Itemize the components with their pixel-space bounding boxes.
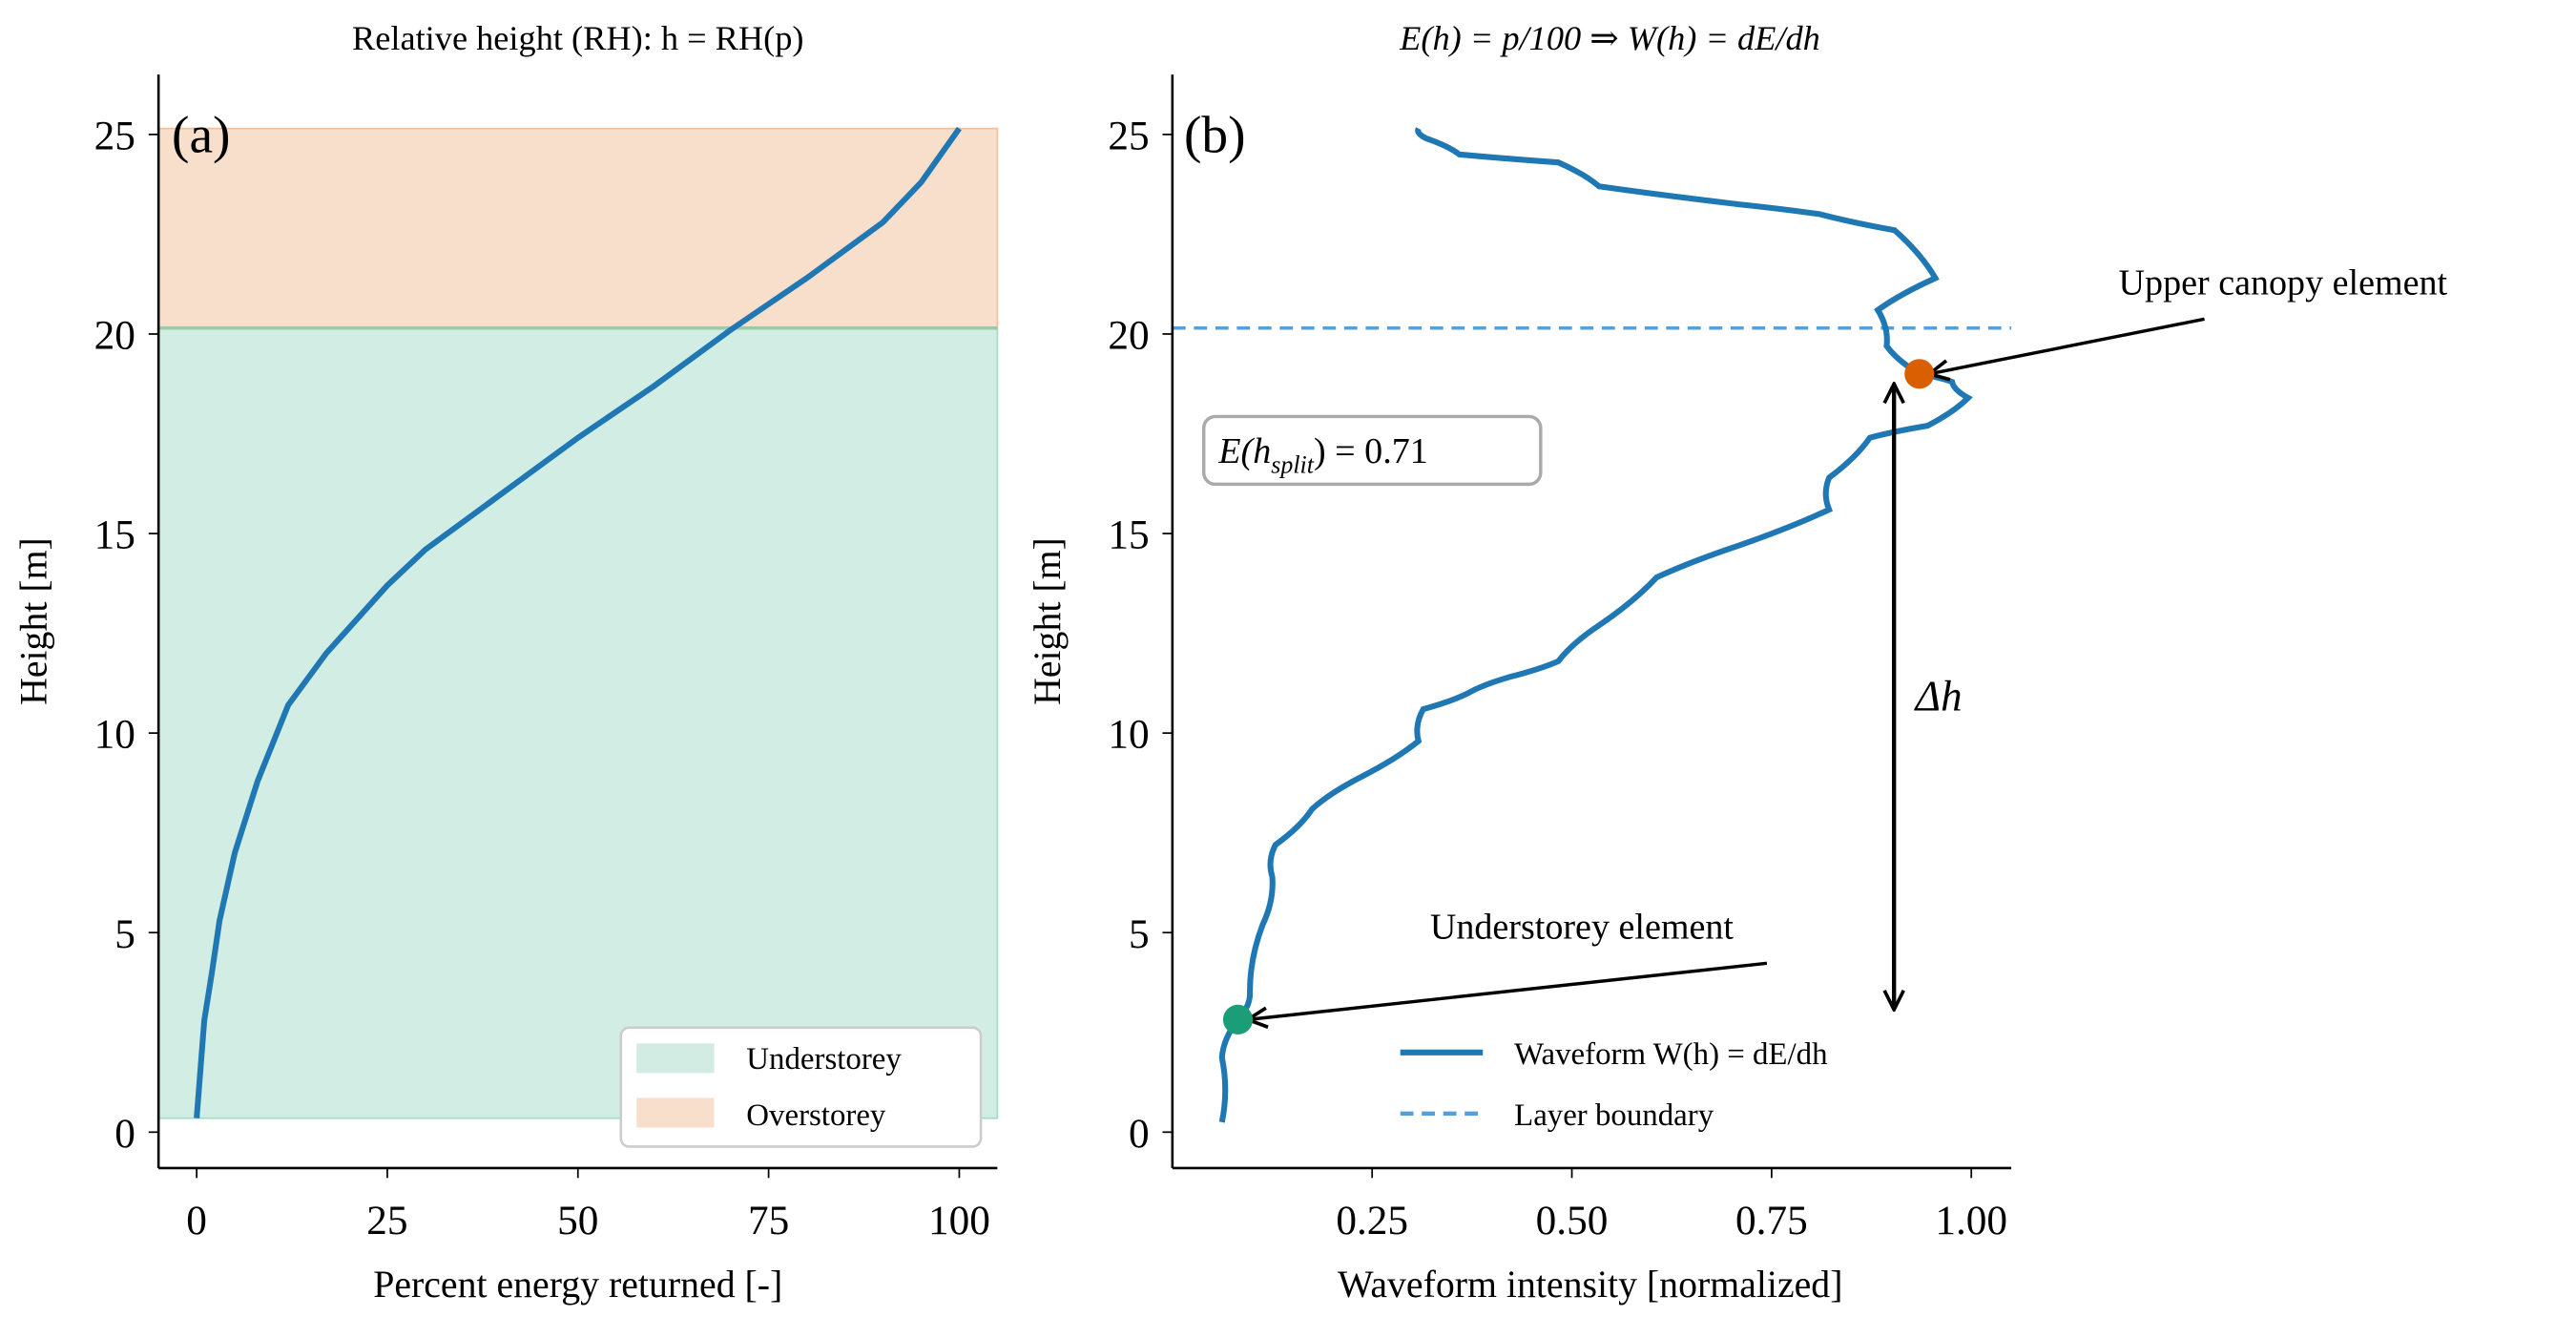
b-y-tick-label: 0 (1129, 1111, 1150, 1157)
understorey-band (157, 326, 999, 1119)
a-y-tick-label: 25 (94, 113, 135, 158)
waveform-curve (1218, 127, 1973, 1123)
b-x-tick-label: 0.75 (1735, 1198, 1808, 1244)
panel-b: 0.25 0.50 0.75 1.00 0 5 10 15 20 25 (b) E(h) = p/… (1027, 19, 2447, 1306)
b-y-tick-label: 15 (1108, 512, 1149, 558)
a-xlabel: Percent energy returned [-] (373, 1264, 782, 1306)
b-y-tick-label: 10 (1108, 712, 1149, 758)
a-y-tick-label: 20 (94, 313, 135, 359)
legend-understorey-swatch (636, 1043, 715, 1074)
understorey-label: Understorey element (1430, 907, 1735, 947)
legend-waveform-label: Waveform W(h) = dE/dh (1514, 1037, 1827, 1072)
a-x-tick-label: 25 (366, 1198, 407, 1244)
rh-curve (194, 126, 962, 1118)
a-y-tick-label: 0 (114, 1111, 135, 1157)
upper-canopy-arrow (1929, 317, 2205, 373)
a-x-tick-label: 50 (557, 1198, 598, 1244)
e-split-box: E(hsplit) = 0.71 (1202, 414, 1543, 487)
panel-a: 0 25 50 75 100 0 5 10 15 20 25 (a) Relative height… (12, 19, 999, 1306)
b-legend: Waveform W(h) = dE/dh Layer boundary (1400, 1037, 1828, 1133)
legend-boundary-label: Layer boundary (1514, 1098, 1714, 1133)
e-split-main: E(h (1217, 431, 1271, 471)
a-legend: Understorey Overstorey (619, 1026, 983, 1148)
e-split-sub: split (1271, 450, 1314, 478)
legend-overstorey-label: Overstorey (746, 1098, 886, 1133)
overstorey-band (157, 127, 999, 329)
a-panel-label: (a) (172, 106, 230, 164)
b-y-tick-label: 25 (1108, 113, 1149, 158)
b-x-tick-label: 0.50 (1536, 1198, 1609, 1244)
a-x-tick-label: 100 (928, 1198, 990, 1244)
a-y-tick-label: 10 (94, 712, 135, 758)
a-title: Relative height (RH): h = RH(p) (352, 19, 803, 57)
upper-canopy-label: Upper canopy element (2119, 262, 2448, 303)
a-y-tick-label: 15 (94, 512, 135, 558)
legend-overstorey-swatch (636, 1098, 715, 1128)
b-xlabel: Waveform intensity [normalized] (1338, 1264, 1842, 1306)
e-split-rest: ) = 0.71 (1314, 431, 1428, 471)
b-ylabel: Height [m] (1027, 537, 1069, 705)
upper-canopy-element-point (1904, 359, 1935, 389)
b-panel-label: (b) (1184, 106, 1246, 164)
a-ylabel: Height [m] (12, 537, 54, 705)
legend-understorey-label: Understorey (746, 1042, 902, 1077)
a-x-tick-label: 75 (748, 1198, 789, 1244)
delta-h-label: Δh (1914, 673, 1963, 721)
understorey-arrow (1248, 961, 1768, 1019)
b-y-tick-label: 20 (1108, 313, 1149, 359)
a-y-tick-label: 5 (114, 911, 135, 957)
b-y-tick-label: 5 (1129, 911, 1150, 957)
b-x-tick-label: 0.25 (1336, 1198, 1408, 1244)
understorey-element-point (1222, 1004, 1254, 1035)
svg-text:E(hsplit) = 0.71: E(hsplit) = 0.71 (1217, 431, 1427, 478)
b-title: E(h) = p/100 ⇒ W(h) = dE/dh (1399, 19, 1820, 57)
a-x-tick-label: 0 (186, 1198, 207, 1244)
b-x-tick-label: 1.00 (1935, 1198, 2007, 1244)
